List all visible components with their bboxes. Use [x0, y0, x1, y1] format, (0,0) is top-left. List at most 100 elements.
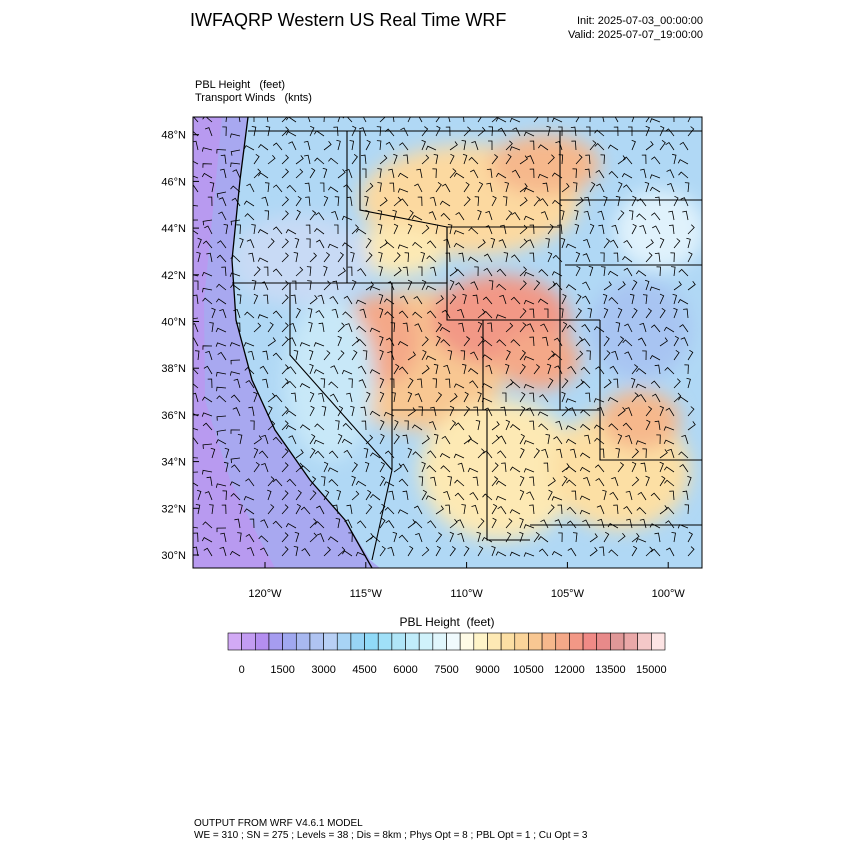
wind-barb: [687, 531, 693, 543]
colorbar-box: [255, 632, 270, 651]
wind-barb: [631, 364, 639, 375]
wind-barb: [500, 224, 507, 235]
wind-barb: [600, 154, 605, 165]
wind-barb: [384, 241, 395, 249]
wind-barb: [286, 380, 297, 389]
wind-barb: [439, 326, 451, 333]
wind-barb: [272, 184, 283, 193]
wind-barb: [316, 239, 325, 249]
wind-barb: [630, 377, 636, 389]
wind-barb: [568, 407, 577, 417]
wind-barb: [417, 378, 423, 389]
wind-barb: [622, 256, 633, 263]
wind-barb: [503, 252, 509, 263]
wind-barb: [369, 410, 381, 417]
wind-barb: [201, 172, 213, 179]
wind-barb: [617, 433, 623, 445]
wind-barb: [463, 391, 469, 403]
wind-barb: [453, 453, 465, 459]
wind-barb: [332, 280, 339, 291]
wind-barb: [547, 377, 554, 389]
wind-barb: [323, 280, 331, 291]
wind-barb: [486, 182, 493, 193]
wind-barb: [538, 536, 549, 543]
wind-barb: [477, 126, 486, 137]
wind-barb: [631, 532, 640, 543]
wind-barb: [659, 293, 665, 305]
wind-barb: [329, 295, 339, 305]
wind-barb: [243, 495, 255, 501]
wind-barb: [415, 532, 423, 543]
wind-barb: [505, 322, 514, 333]
wind-barb: [663, 466, 675, 473]
wind-barb: [295, 462, 304, 473]
wind-barb: [570, 126, 577, 137]
wind-barb: [454, 479, 465, 487]
wind-barb: [519, 266, 527, 277]
wind-barb: [202, 163, 213, 168]
wind-barb: [659, 125, 665, 137]
wind-barb: [230, 493, 241, 501]
wind-barb: [611, 224, 619, 235]
wind-barb: [285, 522, 297, 529]
wind-barb: [407, 279, 413, 291]
wind-barb: [230, 255, 241, 263]
wind-barb: [491, 462, 499, 473]
wind-barb: [365, 182, 374, 193]
wind-barb: [687, 117, 691, 123]
wind-barb: [393, 433, 400, 445]
wind-barb: [557, 224, 563, 235]
wind-barb: [449, 531, 455, 543]
wind-barb: [664, 506, 675, 515]
wind-barb: [316, 533, 325, 543]
wind-barb: [687, 126, 695, 137]
colorbar-box: [323, 632, 338, 651]
wind-barb: [529, 420, 535, 431]
wind-barb: [441, 183, 451, 193]
wind-barb: [631, 223, 637, 235]
wind-barb: [194, 280, 199, 290]
wind-barb: [253, 168, 262, 179]
wind-barb: [336, 139, 341, 151]
wind-barb: [597, 518, 605, 529]
wind-barb: [686, 237, 691, 249]
wind-barb: [281, 364, 289, 375]
wind-barb: [617, 407, 626, 417]
wind-barb: [281, 210, 289, 221]
wind-barb: [358, 127, 367, 137]
wind-barb: [498, 239, 507, 249]
wind-barb: [589, 117, 591, 123]
wind-barb: [617, 307, 623, 319]
wind-barb: [491, 195, 497, 207]
wind-barb: [463, 435, 472, 445]
wind-barb: [631, 307, 638, 319]
wind-barb: [551, 496, 563, 501]
wind-barb: [246, 547, 255, 557]
wind-barb: [230, 219, 241, 226]
wind-barb: [671, 532, 676, 543]
wind-barb: [491, 117, 499, 123]
wind-barb: [379, 377, 385, 389]
wind-barb: [407, 407, 416, 417]
wind-barb: [491, 154, 499, 165]
wind-barb: [379, 197, 388, 207]
wind-barb: [687, 406, 695, 417]
wind-barb: [385, 141, 395, 151]
wind-barb: [229, 272, 241, 277]
wind-barb: [547, 251, 553, 263]
wind-barb: [629, 293, 635, 305]
wind-barb: [383, 411, 395, 417]
wind-barb: [631, 476, 640, 487]
wind-barb: [257, 229, 269, 235]
wind-barb: [323, 117, 325, 123]
wind-barb: [421, 336, 429, 347]
wind-barb: [651, 212, 661, 221]
wind-barb: [421, 546, 430, 557]
wind-barb: [201, 147, 213, 152]
wind-barb: [351, 490, 360, 501]
wind-barb: [453, 383, 465, 389]
wind-barb: [540, 519, 549, 529]
wind-barb: [243, 200, 255, 207]
wind-barb: [649, 355, 661, 361]
wind-barb: [399, 198, 409, 207]
